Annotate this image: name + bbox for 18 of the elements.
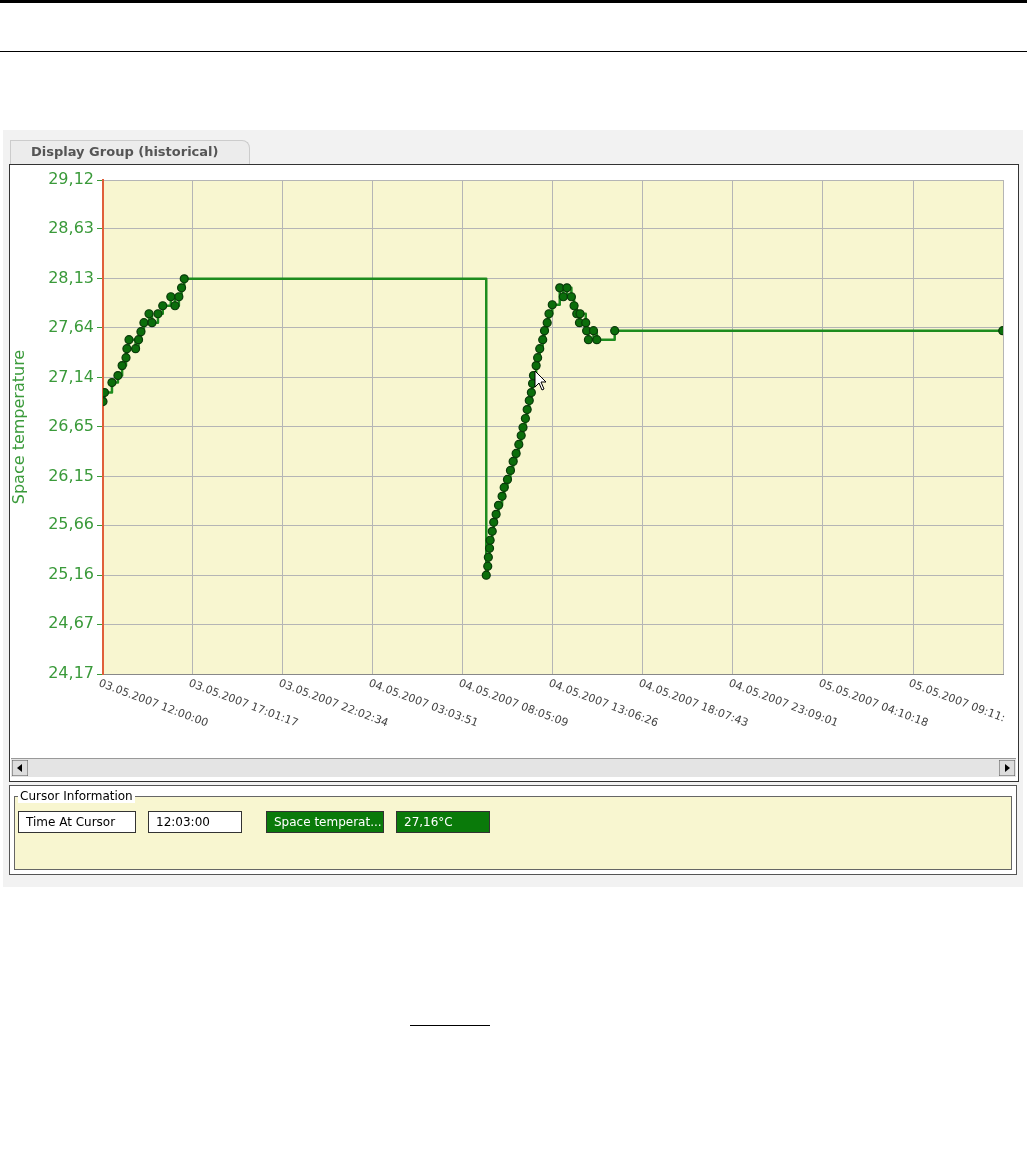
text: Cursor Information — [18, 789, 135, 803]
chart-title: Display Group (historical) — [10, 140, 250, 164]
text: Space temperat... — [266, 811, 384, 833]
y-tick-label: 26,65 — [48, 415, 94, 435]
text: 12:03:00 — [148, 811, 242, 833]
text: 27,16°C — [396, 811, 490, 833]
y-tick-label: 28,63 — [48, 218, 94, 238]
y-tick-label: 25,66 — [48, 514, 94, 534]
y-tick-label: 28,13 — [48, 267, 94, 287]
y-tick-label: 25,16 — [48, 564, 94, 584]
y-tick-label: 27,64 — [48, 316, 94, 336]
y-tick-label: 24,17 — [48, 663, 94, 683]
y-tick-label: 29,12 — [48, 169, 94, 189]
y-tick-label: 26,15 — [48, 465, 94, 485]
text: Time At Cursor — [18, 811, 136, 833]
y-tick-label: 27,14 — [48, 366, 94, 386]
y-tick-label: 24,67 — [48, 613, 94, 633]
y-axis-title: Space temperature — [8, 349, 28, 505]
